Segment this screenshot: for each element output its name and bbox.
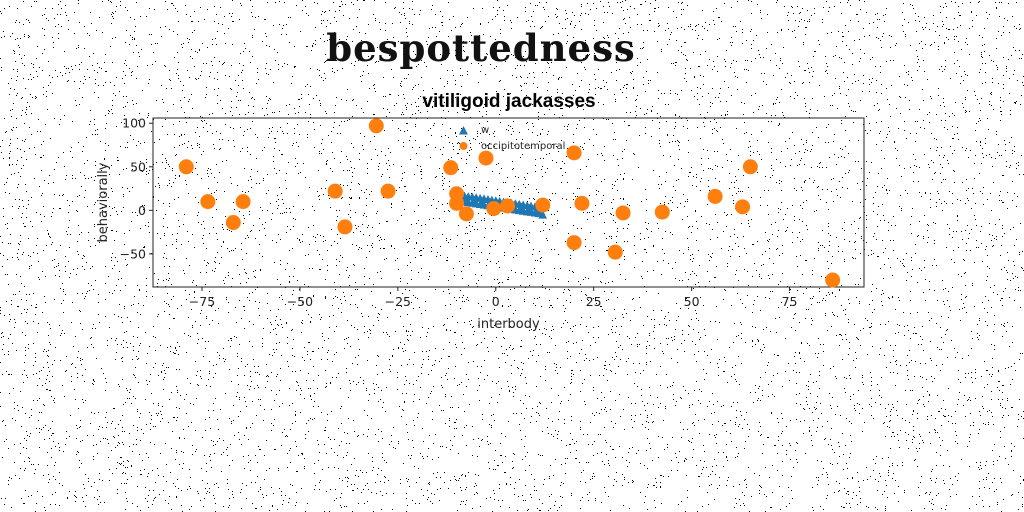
occipitotemporal-point [368, 118, 384, 134]
occipitotemporal-point [742, 159, 758, 175]
y-tick-label: −50 [120, 246, 146, 261]
y-tick-label: 100 [122, 116, 146, 131]
occipitotemporal-point [707, 188, 723, 204]
w-point [462, 194, 471, 203]
occipitotemporal-point [566, 145, 582, 161]
x-axis-label: interbody [477, 317, 540, 332]
occipitotemporal-point [449, 195, 465, 211]
occipitotemporal-point [327, 183, 343, 199]
occipitotemporal-point [500, 198, 516, 214]
w-point [469, 195, 479, 204]
x-tick-label: 25 [586, 294, 602, 309]
x-tick-label: 0 [492, 294, 500, 309]
x-tick-label: −25 [385, 294, 411, 309]
legend: w occipitotemporal [459, 125, 565, 152]
occipitotemporal-point [458, 206, 474, 222]
y-tick-label: 0 [138, 203, 146, 218]
y-axis: 100 50 0 −50 [120, 116, 153, 261]
w-point [477, 196, 487, 205]
occipitotemporal-point [178, 159, 194, 175]
legend-label-w: w [481, 125, 489, 136]
occipitotemporal-point [486, 201, 502, 217]
occipitotemporal-point [478, 150, 494, 166]
occipitotemporal-point [225, 215, 241, 231]
occipitotemporal-point [825, 272, 841, 288]
x-axis: −75 −50 −25 0 25 50 75 [189, 287, 798, 309]
plot-area-frame [152, 117, 865, 288]
legend-marker-w [459, 126, 468, 135]
series-layer [178, 118, 841, 288]
occipitotemporal-point [574, 195, 590, 211]
y-tick-label: 50 [130, 159, 146, 174]
occipitotemporal-point [380, 183, 396, 199]
w-point [516, 202, 526, 211]
legend-label-occipitotemporal: occipitotemporal [481, 141, 565, 152]
x-tick-label: −50 [287, 294, 313, 309]
occipitotemporal-point [535, 197, 551, 213]
occipitotemporal-point [443, 160, 459, 176]
chart-title: vitiligoid jackasses [422, 91, 595, 112]
y-axis-label: behaviorally [96, 162, 111, 242]
occipitotemporal-point [654, 204, 670, 220]
legend-marker-occipitotemporal [459, 142, 468, 150]
occipitotemporal-point [200, 194, 216, 210]
page-title: bespottedness [326, 26, 636, 70]
occipitotemporal-point [615, 205, 631, 221]
x-tick-label: −75 [189, 294, 215, 309]
occipitotemporal-point [337, 219, 353, 235]
occipitotemporal-point [607, 244, 623, 260]
series-occipitotemporal [178, 118, 841, 288]
w-point [524, 203, 534, 212]
x-tick-label: 75 [782, 294, 798, 309]
x-tick-label: 50 [684, 294, 700, 309]
occipitotemporal-point [566, 235, 582, 251]
occipitotemporal-point [235, 194, 251, 210]
occipitotemporal-point [735, 199, 751, 215]
